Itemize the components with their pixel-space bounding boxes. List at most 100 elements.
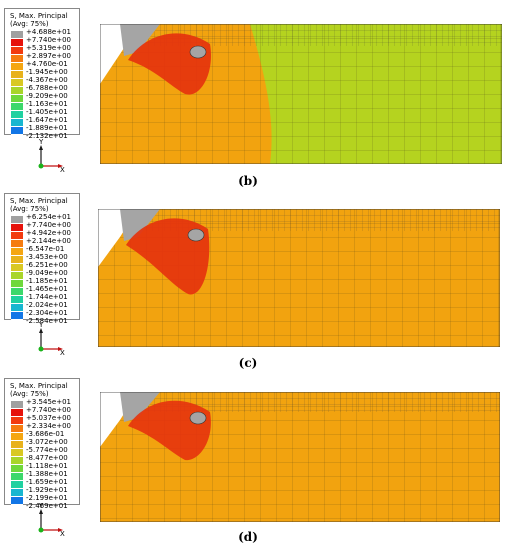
fe-model-d bbox=[100, 392, 500, 522]
legend-tick-label: -1.163e+01 bbox=[26, 100, 68, 108]
caption-b: (b) bbox=[238, 174, 258, 188]
scale-swatch bbox=[11, 71, 23, 79]
scale-swatch bbox=[11, 264, 23, 272]
legend-tick-label: +4.760e-01 bbox=[26, 60, 68, 68]
scale-swatch bbox=[11, 288, 23, 296]
legend-tick-label: -5.774e+00 bbox=[26, 446, 68, 454]
legend-tick-label: -1.405e+01 bbox=[26, 108, 68, 116]
scale-swatch bbox=[11, 304, 23, 312]
legend-tick-label: -1.945e+00 bbox=[26, 68, 68, 76]
scale-swatch bbox=[11, 95, 23, 103]
scale-swatch bbox=[11, 79, 23, 87]
legend-tick-label: +7.740e+00 bbox=[26, 36, 71, 44]
legend-ticks: +3.545e+01 +7.740e+00 +5.037e+00 +2.334e+00… bbox=[26, 398, 71, 510]
legend-tick-label: +2.334e+00 bbox=[26, 422, 71, 430]
legend-tick-label: +3.545e+01 bbox=[26, 398, 71, 406]
scale-swatch bbox=[11, 441, 23, 449]
legend-tick-label: -8.477e+00 bbox=[26, 454, 68, 462]
legend-subtitle: (Avg: 75%) bbox=[10, 205, 49, 213]
scale-swatch bbox=[11, 119, 23, 127]
scale-swatch bbox=[11, 272, 23, 280]
hole bbox=[189, 45, 207, 59]
color-scale bbox=[11, 216, 23, 320]
legend-tick-label: -1.647e+01 bbox=[26, 116, 68, 124]
axis-x-label: X bbox=[60, 349, 65, 357]
legend-tick-label: -1.929e+01 bbox=[26, 486, 68, 494]
scale-swatch bbox=[11, 312, 23, 320]
legend-tick-label: -1.889e+01 bbox=[26, 124, 68, 132]
axis-y-label: Y bbox=[39, 502, 44, 510]
legend-tick-label: -1.659e+01 bbox=[26, 478, 68, 486]
scale-swatch bbox=[11, 457, 23, 465]
scale-swatch bbox=[11, 296, 23, 304]
legend-tick-label: +2.144e+00 bbox=[26, 237, 71, 245]
legend-tick-label: -3.686e-01 bbox=[26, 430, 65, 438]
scale-swatch bbox=[11, 481, 23, 489]
legend-tick-label: -2.024e+01 bbox=[26, 301, 68, 309]
legend-tick-label: -1.744e+01 bbox=[26, 293, 68, 301]
scale-swatch bbox=[11, 55, 23, 63]
legend-panel-c: S, Max. Principal (Avg: 75%) +6.254e+01 +… bbox=[4, 193, 80, 325]
legend-tick-label: +7.740e+00 bbox=[26, 221, 71, 229]
legend-title: S, Max. Principal bbox=[10, 197, 68, 205]
legend-tick-label: -6.251e+00 bbox=[26, 261, 68, 269]
legend-tick-label: +4.942e+00 bbox=[26, 229, 71, 237]
legend-tick-label: +7.740e+00 bbox=[26, 406, 71, 414]
legend-tick-label: -3.453e+00 bbox=[26, 253, 68, 261]
scale-swatch bbox=[11, 216, 23, 224]
caption-c: (c) bbox=[238, 356, 258, 370]
legend-tick-label: +4.688e+01 bbox=[26, 28, 71, 36]
legend-tick-label: -1.185e+01 bbox=[26, 277, 68, 285]
scale-swatch bbox=[11, 31, 23, 39]
legend-panel-b: S, Max. Principal (Avg: 75%) +4.688e+01 +… bbox=[4, 8, 80, 140]
scale-swatch bbox=[11, 248, 23, 256]
legend-tick-label: -3.072e+00 bbox=[26, 438, 68, 446]
legend-tick-label: -2.132e+01 bbox=[26, 132, 68, 140]
legend-tick-label: -1.118e+01 bbox=[26, 462, 68, 470]
scale-swatch bbox=[11, 449, 23, 457]
axis-x-label: X bbox=[60, 530, 65, 538]
axis-triad-c: Y X bbox=[34, 321, 74, 357]
legend-subtitle: (Avg: 75%) bbox=[10, 20, 49, 28]
scale-swatch bbox=[11, 433, 23, 441]
axis-triad-b: Y X bbox=[34, 138, 74, 174]
legend-tick-label: +2.897e+00 bbox=[26, 52, 71, 60]
legend-tick-label: -2.584e+01 bbox=[26, 317, 68, 325]
legend-tick-label: -6.547e-01 bbox=[26, 245, 65, 253]
scale-swatch bbox=[11, 111, 23, 119]
scale-swatch bbox=[11, 489, 23, 497]
legend-title: S, Max. Principal bbox=[10, 12, 68, 20]
scale-swatch bbox=[11, 497, 23, 505]
scale-swatch bbox=[11, 417, 23, 425]
color-scale bbox=[11, 401, 23, 505]
legend-tick-label: -4.367e+00 bbox=[26, 76, 68, 84]
scale-swatch bbox=[11, 465, 23, 473]
scale-swatch bbox=[11, 127, 23, 135]
legend-tick-label: -1.388e+01 bbox=[26, 470, 68, 478]
axis-y-label: Y bbox=[39, 138, 44, 146]
scale-swatch bbox=[11, 224, 23, 232]
scale-swatch bbox=[11, 425, 23, 433]
legend-title: S, Max. Principal bbox=[10, 382, 68, 390]
axis-y-label: Y bbox=[39, 321, 44, 329]
axis-triad-d: Y X bbox=[34, 502, 74, 538]
scale-swatch bbox=[11, 240, 23, 248]
scale-swatch bbox=[11, 103, 23, 111]
axis-x-label: X bbox=[60, 166, 65, 174]
legend-tick-label: +6.254e+01 bbox=[26, 213, 71, 221]
legend-tick-label: -9.209e+00 bbox=[26, 92, 68, 100]
legend-tick-label: -1.465e+01 bbox=[26, 285, 68, 293]
scale-swatch bbox=[11, 232, 23, 240]
scale-swatch bbox=[11, 47, 23, 55]
legend-tick-label: -2.304e+01 bbox=[26, 309, 68, 317]
scale-swatch bbox=[11, 409, 23, 417]
legend-tick-label: +5.037e+00 bbox=[26, 414, 71, 422]
legend-ticks: +6.254e+01 +7.740e+00 +4.942e+00 +2.144e+00… bbox=[26, 213, 71, 325]
legend-tick-label: +5.319e+00 bbox=[26, 44, 71, 52]
scale-swatch bbox=[11, 473, 23, 481]
legend-subtitle: (Avg: 75%) bbox=[10, 390, 49, 398]
scale-swatch bbox=[11, 256, 23, 264]
color-scale bbox=[11, 31, 23, 135]
fe-model-c bbox=[98, 209, 500, 347]
gray-tip bbox=[120, 24, 160, 56]
